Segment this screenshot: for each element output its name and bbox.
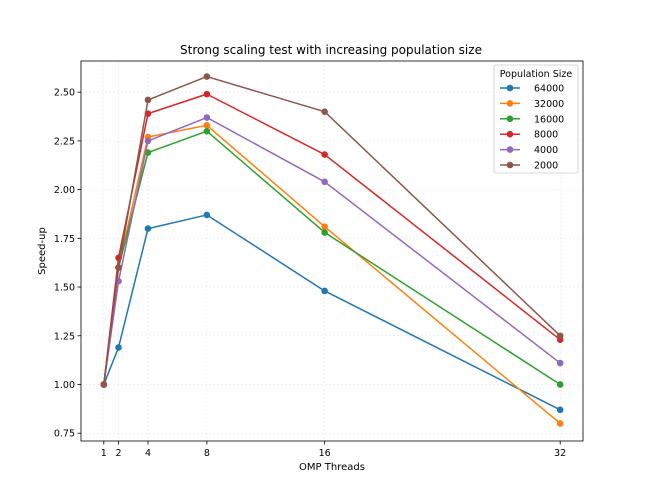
series-32000-point: [203, 122, 211, 129]
x-tick-label: 32: [554, 448, 566, 459]
series-64000: [100, 211, 564, 414]
legend-item-8000: 8000: [500, 130, 558, 141]
legend-item-2000-label: 2000: [534, 161, 558, 172]
plot-frame: [80, 60, 584, 442]
legend-item-4000: 4000: [500, 145, 558, 156]
series-64000-point: [144, 225, 152, 232]
series-2000-point: [321, 108, 328, 115]
series-64000-point: [321, 287, 328, 295]
y-tick-label: 2.25: [54, 136, 75, 147]
series-64000-point: [115, 344, 122, 351]
series-16000-point: [556, 381, 564, 388]
y-tick-label: 2.50: [54, 88, 75, 99]
series-2000-point: [203, 73, 211, 80]
series-16000-point: [321, 229, 328, 236]
x-tick-label: 1: [101, 448, 107, 459]
legend-item-16000-label: 16000: [534, 114, 564, 125]
y-tick-label: 1.25: [54, 331, 75, 342]
legend-item-16000: 16000: [500, 114, 564, 125]
x-tick-label: 16: [319, 448, 331, 459]
y-tick-label: 1.75: [54, 234, 75, 245]
legend-item-4000-label: 4000: [534, 145, 558, 156]
series-8000-line: [103, 93, 561, 385]
series-4000-point: [203, 114, 211, 121]
y-axis-label: Speed-up: [37, 227, 48, 275]
legend: Population Size 64000 32000 16000 8000 4000 2…: [493, 64, 579, 174]
series-2000-point: [115, 264, 122, 271]
series-2000-point: [556, 332, 564, 340]
series-16000-point: [203, 127, 211, 135]
series-32000-point: [556, 420, 564, 427]
series-group: [100, 73, 564, 427]
series-4000-line: [103, 116, 561, 385]
series-32000-point: [321, 223, 328, 230]
series-8000-point: [203, 90, 211, 98]
series-64000-line: [103, 214, 561, 411]
series-64000-point: [203, 211, 211, 219]
x-tick-label: 4: [145, 448, 151, 459]
x-axis-ticks: 1 2 4 8 16 32: [101, 441, 566, 459]
legend-item-2000-marker: [506, 161, 514, 169]
legend-item-32000: 32000: [500, 99, 564, 110]
series-8000-point: [321, 151, 328, 158]
y-axis-ticks: 0.75 1.00 1.25 1.50 1.75 2.00 2.25 2.50: [54, 88, 81, 440]
series-4000-point: [556, 359, 564, 367]
x-tick-label: 8: [204, 448, 210, 459]
legend-item-16000-marker: [506, 115, 514, 123]
y-tick-label: 1.50: [54, 283, 75, 294]
series-4000-point: [144, 137, 152, 145]
series-2000-point: [144, 96, 152, 104]
series-64000-point: [556, 406, 564, 414]
y-tick-label: 0.75: [54, 429, 75, 440]
legend-item-64000-label: 64000: [534, 84, 564, 95]
series-4000: [100, 114, 564, 388]
series-2000-point: [100, 381, 108, 388]
series-2000-line: [103, 75, 561, 385]
grid: [81, 61, 583, 441]
legend-item-2000: 2000: [500, 161, 558, 172]
legend-items: 64000 32000 16000 8000 4000 2000: [500, 84, 564, 172]
series-4000-point: [321, 178, 328, 186]
legend-box: [493, 64, 579, 174]
x-axis-label: OMP Threads: [299, 462, 365, 473]
chart-title: Strong scaling test with increasing popu…: [180, 43, 482, 57]
legend-item-4000-marker: [506, 146, 514, 153]
legend-item-32000-marker: [506, 100, 514, 107]
legend-item-64000: 64000: [500, 84, 564, 95]
legend-item-64000-marker: [506, 84, 514, 92]
legend-item-32000-label: 32000: [534, 99, 564, 110]
series-2000: [100, 73, 564, 388]
legend-title: Population Size: [500, 69, 573, 80]
x-tick-label: 2: [116, 448, 122, 459]
legend-item-8000-label: 8000: [534, 130, 558, 141]
y-tick-label: 2.00: [54, 185, 75, 196]
y-tick-label: 1.00: [54, 380, 75, 391]
legend-item-8000-marker: [506, 130, 514, 138]
